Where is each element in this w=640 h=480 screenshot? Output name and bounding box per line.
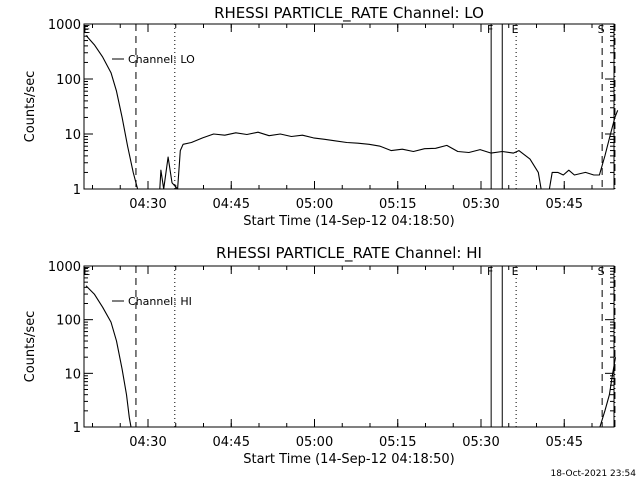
x-tick-label: 04:45 [213, 435, 250, 450]
event-marker-label: S [598, 265, 605, 278]
x-tick-label: 05:00 [296, 197, 333, 212]
x-tick-label: 05:15 [379, 197, 416, 212]
y-tick-label: 1 [73, 421, 81, 436]
y-tick-label: 10 [64, 128, 81, 143]
x-tick-label: 05:30 [462, 197, 499, 212]
footer-timestamp: 18-Oct-2021 23:54 [550, 469, 636, 479]
y-tick-label: 1 [73, 183, 81, 198]
y-tick-label: 1000 [48, 260, 81, 275]
x-tick-label: 04:30 [129, 435, 166, 450]
event-marker-label: E [512, 265, 519, 278]
x-tick-label: 05:45 [546, 197, 583, 212]
event-marker-label: F [487, 265, 493, 278]
series-line [599, 357, 617, 428]
series-line [85, 35, 619, 190]
y-tick-label: 100 [56, 73, 81, 88]
y-tick-label: 100 [56, 314, 81, 329]
plot-frame [83, 23, 615, 190]
x-tick-label: 05:45 [546, 435, 583, 450]
event-marker-label: E [83, 265, 90, 278]
y-axis-label: Counts/sec [23, 311, 38, 383]
event-marker-label: F [487, 23, 493, 36]
x-tick-label: 04:45 [213, 197, 250, 212]
event-marker-label: S [598, 23, 605, 36]
x-axis-label: Start Time (14-Sep-12 04:18:50) [243, 214, 454, 229]
legend-label: Channel: HI [128, 295, 192, 308]
event-marker-label: E [83, 23, 90, 36]
y-tick-label: 1000 [48, 18, 81, 33]
legend-label: Channel: LO [128, 53, 195, 66]
chart-title: RHESSI PARTICLE_RATE Channel: LO [214, 4, 484, 23]
plot-frame [83, 265, 615, 428]
y-axis-label: Counts/sec [23, 71, 38, 143]
x-tick-label: 05:00 [296, 435, 333, 450]
event-marker-label: E [512, 23, 519, 36]
x-axis-label: Start Time (14-Sep-12 04:18:50) [243, 452, 454, 467]
x-tick-label: 05:15 [379, 435, 416, 450]
series-line [85, 285, 132, 428]
chart-title: RHESSI PARTICLE_RATE Channel: HI [216, 244, 482, 263]
y-tick-label: 10 [64, 367, 81, 382]
x-tick-label: 04:30 [129, 197, 166, 212]
x-tick-label: 05:30 [462, 435, 499, 450]
